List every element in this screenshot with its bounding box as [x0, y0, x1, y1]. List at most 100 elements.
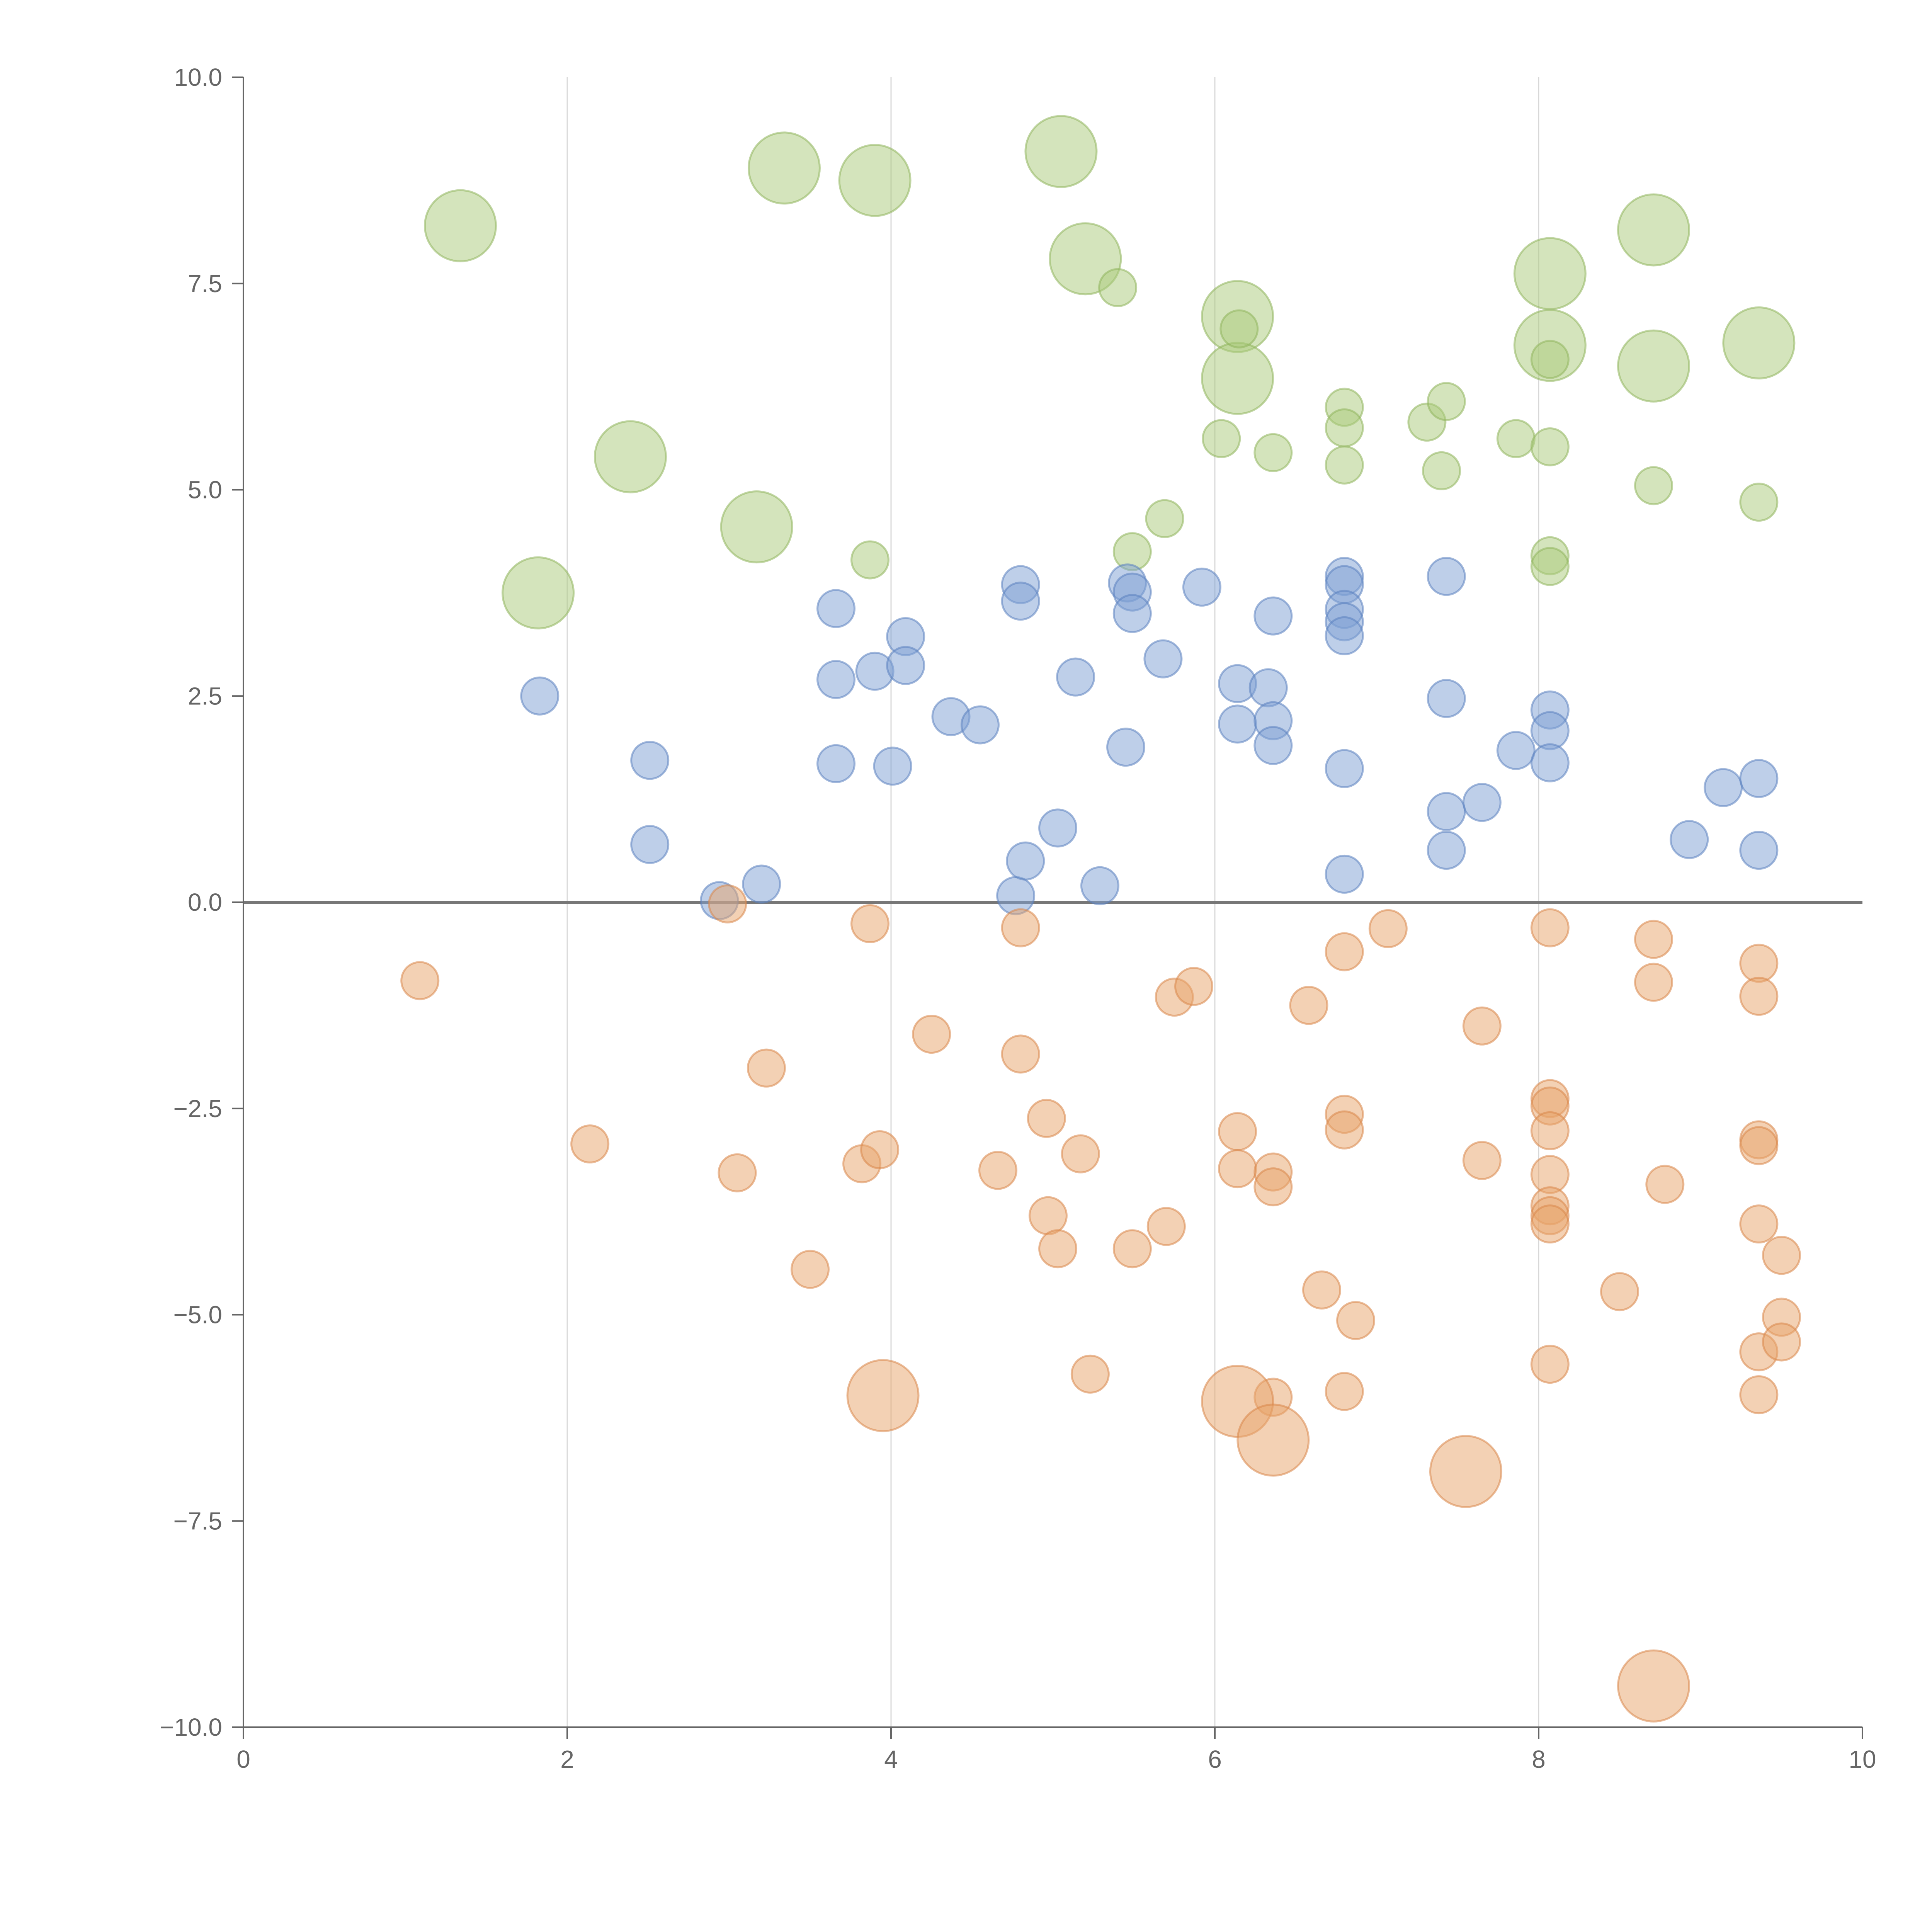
point-blue-5 [816, 589, 856, 628]
point-orange-5 [791, 1250, 830, 1289]
point-orange-45 [1530, 1345, 1570, 1384]
point-green-23 [1325, 408, 1364, 447]
point-green-27 [1427, 382, 1466, 421]
point-blue-29 [1248, 668, 1288, 707]
point-blue-4 [742, 864, 781, 904]
point-orange-47 [1634, 920, 1673, 959]
point-orange-18 [1112, 1229, 1152, 1269]
point-blue-9 [873, 747, 912, 786]
point-blue-41 [1427, 679, 1466, 718]
point-blue-52 [1739, 830, 1779, 870]
point-orange-48 [1634, 963, 1673, 1002]
point-green-29 [1530, 340, 1570, 379]
point-orange-62 [1236, 1403, 1310, 1477]
point-orange-31 [1325, 1110, 1364, 1150]
point-blue-2 [630, 825, 670, 864]
point-blue-40 [1427, 557, 1466, 596]
point-green-34 [1739, 483, 1779, 522]
point-green-6 [1024, 115, 1098, 188]
point-orange-3 [718, 1153, 757, 1192]
point-orange-10 [978, 1151, 1018, 1190]
y-tick-label-7-5: 7.5 [188, 270, 222, 298]
point-orange-11 [1001, 908, 1040, 947]
point-blue-7 [816, 744, 856, 783]
point-orange-40 [1530, 1111, 1570, 1150]
point-blue-17 [1006, 841, 1045, 881]
x-tick-label-4: 4 [884, 1745, 898, 1773]
y-tick-label-7-5: −7.5 [173, 1507, 222, 1535]
point-blue-21 [1106, 728, 1146, 767]
point-green-4 [747, 131, 821, 205]
point-green-18 [1145, 499, 1184, 538]
point-blue-20 [1080, 866, 1120, 905]
point-green-32 [1530, 547, 1570, 586]
point-orange-56 [1739, 1375, 1779, 1415]
point-blue-11 [886, 646, 925, 685]
point-green-26 [1422, 451, 1461, 490]
point-blue-16 [1001, 582, 1040, 621]
point-green-9 [1201, 342, 1274, 415]
vertical-gridlines [243, 77, 1862, 1727]
series-green [423, 115, 1796, 629]
point-blue-1 [630, 741, 670, 780]
y-tick-label-5: 5.0 [188, 476, 222, 504]
point-blue-14 [996, 876, 1036, 915]
point-blue-38 [1325, 749, 1364, 788]
point-orange-0 [400, 961, 440, 1000]
point-blue-42 [1427, 792, 1466, 831]
point-green-21 [1253, 433, 1293, 472]
point-green-14 [1722, 306, 1796, 379]
point-orange-8 [860, 1130, 900, 1169]
point-blue-0 [520, 676, 560, 716]
point-green-24 [1325, 445, 1364, 485]
point-orange-36 [1462, 1141, 1502, 1180]
point-orange-53 [1739, 1126, 1779, 1165]
x-tick-label-2: 2 [560, 1745, 574, 1773]
point-orange-7 [850, 904, 890, 944]
point-orange-32 [1325, 1372, 1364, 1411]
point-green-16 [1098, 268, 1138, 307]
point-green-1 [502, 556, 575, 629]
point-orange-63 [1429, 1435, 1502, 1508]
point-green-28 [1496, 419, 1536, 458]
point-green-0 [423, 189, 497, 262]
point-green-19 [1202, 419, 1241, 458]
point-orange-9 [912, 1015, 951, 1054]
point-orange-60 [846, 1359, 920, 1432]
point-blue-51 [1739, 759, 1779, 798]
point-blue-37 [1325, 616, 1364, 655]
point-orange-64 [1617, 1649, 1690, 1723]
point-blue-24 [1112, 594, 1152, 633]
point-orange-35 [1462, 1006, 1502, 1046]
axes: 0 2 4 6 8 10 10.0 7.5 5.0 2.5 0.0 −2.5 −5.0 −7.5 −10.0 [160, 63, 1876, 1773]
x-tick-label-10: 10 [1849, 1745, 1876, 1773]
data-points [400, 115, 1801, 1723]
point-blue-43 [1427, 830, 1466, 870]
series-orange [400, 884, 1801, 1723]
point-blue-25 [1143, 639, 1183, 679]
point-orange-51 [1739, 976, 1779, 1016]
point-blue-48 [1530, 743, 1570, 782]
point-green-30 [1530, 427, 1570, 466]
point-blue-50 [1704, 768, 1743, 807]
point-orange-23 [1218, 1149, 1257, 1189]
point-orange-54 [1739, 1204, 1779, 1244]
point-orange-28 [1302, 1270, 1342, 1310]
point-orange-14 [1028, 1196, 1068, 1235]
point-orange-1 [570, 1124, 610, 1164]
point-orange-33 [1336, 1301, 1376, 1340]
point-green-15 [850, 540, 890, 580]
y-tick-label-0: 0.0 [188, 888, 222, 916]
point-blue-18 [1038, 808, 1078, 848]
point-orange-49 [1645, 1165, 1685, 1204]
point-orange-4 [747, 1048, 786, 1088]
y-tick-label-10: −10.0 [160, 1713, 222, 1741]
point-green-13 [1617, 329, 1690, 403]
point-blue-39 [1325, 854, 1364, 894]
point-blue-49 [1670, 820, 1709, 859]
point-blue-32 [1253, 726, 1293, 765]
point-blue-30 [1253, 596, 1293, 636]
point-orange-46 [1600, 1272, 1639, 1311]
y-tick-label-2-5: 2.5 [188, 682, 222, 710]
